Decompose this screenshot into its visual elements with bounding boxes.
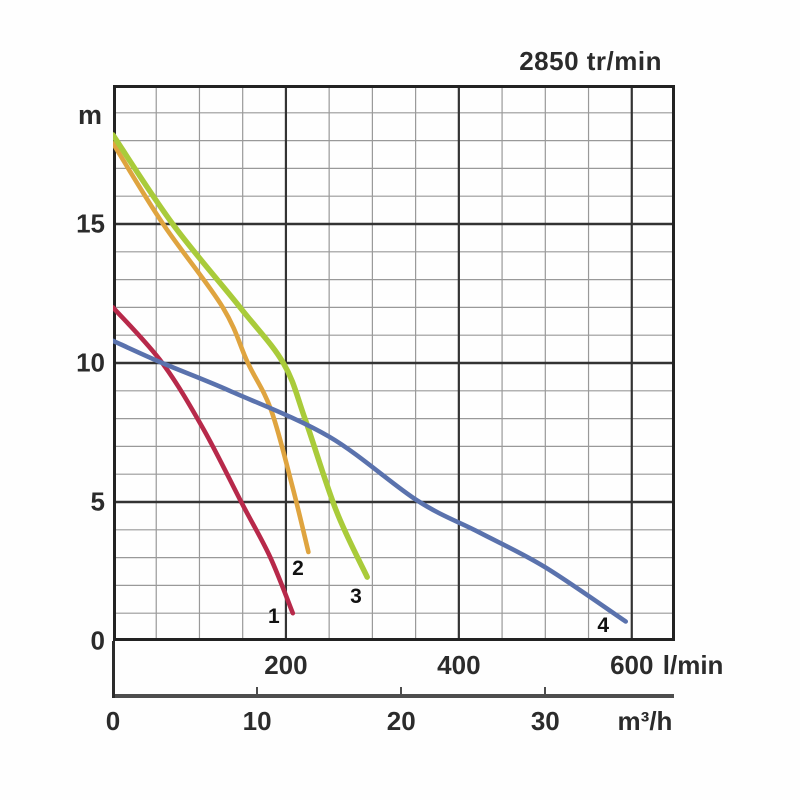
y-tick-label-15: 15 — [76, 208, 105, 239]
secondary-axis-left-connector — [112, 641, 115, 698]
curve-label-2: 2 — [292, 556, 304, 580]
x-tick-label-200: 200 — [264, 650, 308, 680]
y-axis-unit-label: m — [77, 100, 102, 130]
plot-area — [113, 85, 675, 641]
secondary-x-axis-unit-label: m³/h — [617, 706, 673, 736]
curve-2-path — [113, 141, 311, 555]
secondary-x-axis-line — [113, 694, 674, 698]
x-tick-label-600: 600 — [610, 650, 654, 680]
secondary-x-tick-label-20: 20 — [386, 706, 416, 736]
y-tick-label-5: 5 — [90, 486, 105, 517]
secondary-x-tick-label-0: 0 — [105, 706, 121, 736]
plot-border — [113, 85, 675, 641]
secondary-axis-tick-30 — [544, 687, 547, 694]
chart-title: 2850 tr/min — [519, 46, 662, 76]
y-tick-label-10: 10 — [76, 347, 105, 378]
x-axis-unit-label: l/min — [662, 650, 724, 680]
curve-label-3: 3 — [350, 584, 362, 608]
curve-1-path — [113, 305, 296, 616]
curve-label-4: 4 — [597, 613, 610, 637]
x-tick-label-400: 400 — [437, 650, 481, 680]
secondary-x-tick-label-10: 10 — [242, 706, 272, 736]
secondary-axis-tick-20 — [400, 687, 403, 694]
y-tick-label-0: 0 — [90, 625, 105, 656]
curve-3-path — [113, 132, 370, 580]
secondary-axis-tick-10 — [256, 687, 259, 694]
curve-label-1: 1 — [267, 605, 280, 629]
secondary-x-tick-label-30: 30 — [530, 706, 560, 736]
curve-4-path — [113, 338, 628, 624]
